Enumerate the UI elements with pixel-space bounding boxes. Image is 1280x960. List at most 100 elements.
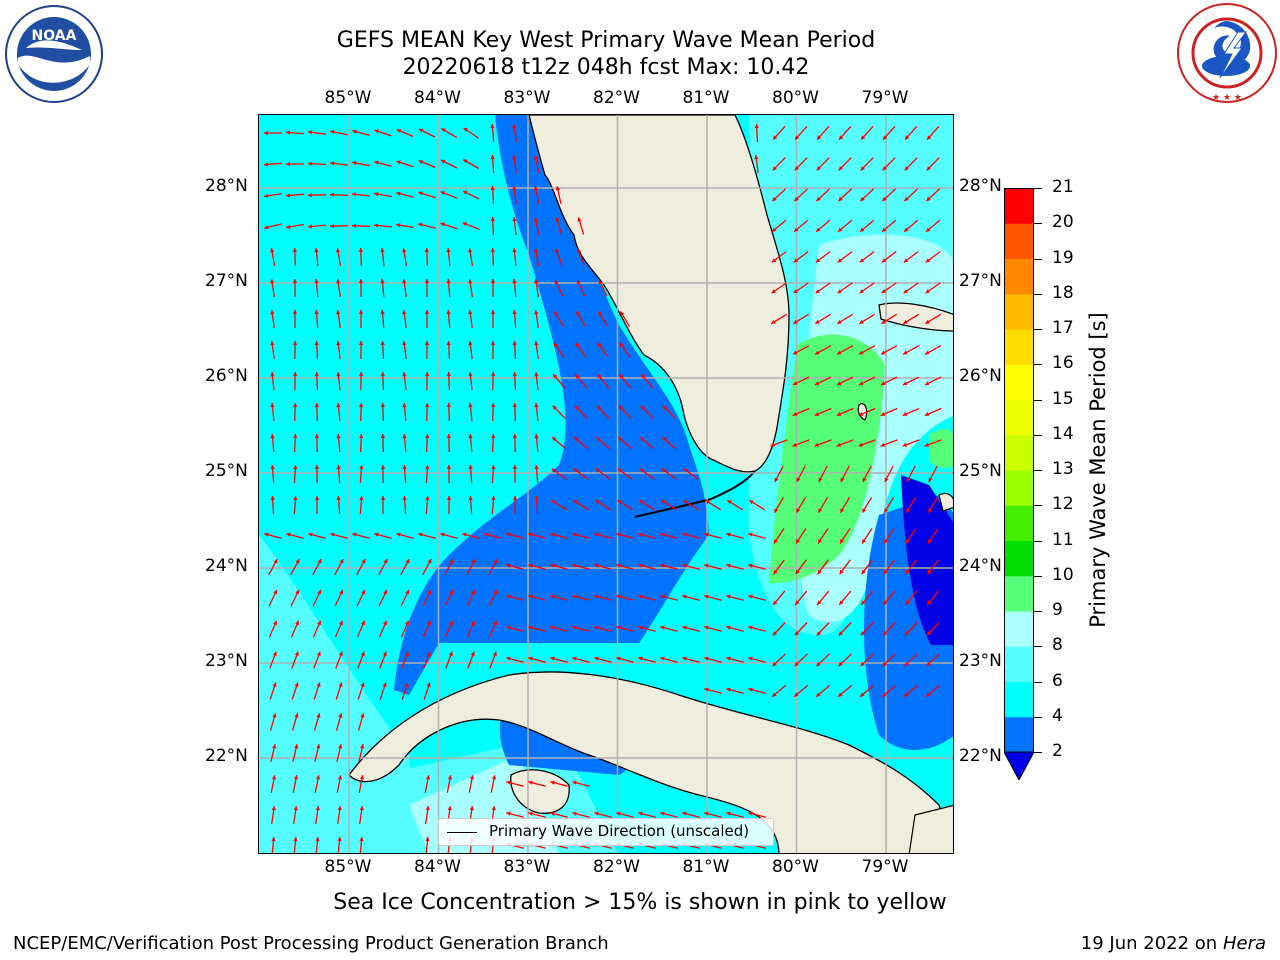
wave-direction-arrowhead: [448, 651, 453, 656]
wave-direction-arrowhead: [271, 837, 276, 842]
colorbar-tick-mark: [1034, 293, 1042, 295]
wave-direction-arrowhead: [440, 532, 445, 537]
colorbar-tick: 19: [1052, 247, 1074, 268]
colorbar-tick: 20: [1052, 212, 1074, 233]
wave-direction-arrowhead: [339, 620, 343, 626]
wave-direction-arrowhead: [906, 508, 911, 513]
wave-direction-arrowhead: [468, 341, 473, 346]
wave-direction-arrowhead: [598, 279, 603, 285]
wave-direction-arrowhead: [286, 130, 291, 135]
wave-direction-arrowhead: [317, 559, 322, 564]
wave-direction-arrowhead: [427, 589, 432, 595]
wave-direction-arrowhead: [446, 496, 452, 500]
wave-direction-arrowhead: [339, 559, 344, 564]
wave-direction-arrowhead: [380, 434, 386, 438]
wave-direction-arrowhead: [772, 166, 777, 171]
wave-direction-arrowhead: [330, 192, 334, 197]
lat-tick-left: 24°N: [205, 556, 248, 576]
wave-direction-arrowhead: [314, 310, 319, 315]
wave-direction-arrowhead: [396, 160, 401, 165]
wave-direction-arrowhead: [594, 532, 599, 537]
colorbar-tick: 6: [1052, 670, 1063, 691]
wave-direction-arrowhead: [468, 465, 473, 470]
map-subtitle: 20220618 t12z 048h fcst Max: 10.42: [402, 55, 810, 80]
wave-direction-arrowhead: [528, 563, 533, 568]
wave-direction-arrowhead: [425, 465, 430, 470]
wave-direction-arrowhead: [660, 656, 665, 661]
wave-direction-arrowhead: [337, 806, 342, 811]
wave-direction-arrowhead: [551, 468, 557, 473]
lon-tick-top: 82°W: [593, 88, 640, 108]
wave-direction-arrowhead: [316, 713, 321, 718]
wave-direction-arrowhead: [880, 442, 885, 447]
colorbar-tick: 9: [1052, 600, 1063, 620]
wave-direction-arrowhead: [616, 811, 621, 816]
wave-direction-arrowhead: [552, 437, 557, 442]
wave-direction-arrowhead: [577, 248, 582, 254]
wave-direction-arrowhead: [859, 258, 865, 263]
wave-direction-arrowhead: [425, 496, 430, 501]
wave-period-map: [258, 114, 954, 854]
wave-direction-arrowhead: [859, 289, 864, 294]
wave-direction-arrowhead: [396, 532, 401, 537]
wave-direction-arrowhead: [293, 496, 298, 501]
wave-direction-arrowhead: [573, 500, 578, 505]
colorbar-tick: 16: [1052, 353, 1074, 374]
wave-direction-arrowhead: [446, 372, 451, 377]
wave-direction-arrowhead: [468, 310, 473, 315]
wave-direction-arrowhead: [748, 532, 753, 537]
wave-direction-arrowhead: [704, 625, 709, 630]
wave-direction-arrowhead: [264, 162, 269, 167]
wave-direction-arrowhead: [572, 780, 577, 785]
wave-direction-arrowhead: [330, 129, 335, 135]
wave-direction-arrowhead: [904, 661, 909, 667]
wave-direction-arrowhead: [553, 342, 558, 348]
wave-direction-arrowhead: [550, 594, 555, 599]
wave-direction-arrowhead: [795, 569, 800, 575]
wave-direction-arrowhead: [748, 811, 753, 816]
wave-direction-arrowhead: [882, 227, 887, 232]
lon-tick-bottom: 83°W: [503, 857, 551, 877]
wave-direction-arrowhead: [640, 405, 645, 410]
land-florida-keys: [634, 470, 756, 518]
colorbar-bin: [1004, 329, 1034, 365]
wave-direction-arrowhead: [748, 594, 753, 599]
wave-direction-arrowhead: [506, 780, 511, 785]
colorbar-tick: 10: [1052, 564, 1074, 585]
wave-direction-arrowhead: [314, 248, 319, 253]
colorbar-bin: [1004, 399, 1034, 436]
wave-direction-arrowhead: [271, 775, 277, 780]
wave-direction-arrowhead: [506, 532, 511, 537]
wave-direction-arrowhead: [447, 806, 452, 811]
wave-direction-arrowhead: [380, 248, 385, 253]
wave-direction-arrowhead: [293, 837, 298, 842]
wave-direction-arrowhead: [490, 310, 496, 314]
wave-direction-arrowhead: [308, 130, 313, 135]
wave-direction-arrowhead: [905, 135, 910, 140]
lon-tick-top: 85°W: [324, 88, 372, 108]
wave-direction-arrowhead: [270, 496, 275, 501]
wave-direction-arrowhead: [555, 217, 560, 222]
wave-direction-arrowhead: [858, 442, 863, 447]
wave-direction-arrowhead: [555, 248, 560, 254]
wave-direction-arrowhead: [795, 135, 800, 140]
wave-direction-arrowhead: [816, 227, 821, 232]
wave-direction-arrowhead: [682, 625, 687, 630]
wave-direction-arrowhead: [316, 651, 321, 656]
wave-direction-arrowhead: [316, 744, 321, 749]
land-cuba: [348, 671, 953, 853]
wave-direction-arrowhead: [924, 412, 930, 416]
colorbar-tick: 14: [1052, 423, 1074, 444]
wave-direction-arrowhead: [425, 806, 430, 811]
wave-direction-arrowhead: [404, 651, 409, 656]
wave-direction-arrowhead: [928, 477, 933, 482]
wave-direction-arrowhead: [273, 620, 277, 626]
map-canvas: [259, 115, 953, 853]
wave-direction-arrowhead: [534, 372, 539, 377]
wave-direction-arrowhead: [533, 155, 539, 160]
wave-direction-arrowhead: [286, 193, 291, 198]
wave-direction-arrowhead: [402, 310, 407, 315]
wave-direction-arrowhead: [337, 775, 343, 780]
wave-direction-arrowhead: [491, 775, 497, 780]
wave-direction-arrowhead: [512, 434, 518, 438]
